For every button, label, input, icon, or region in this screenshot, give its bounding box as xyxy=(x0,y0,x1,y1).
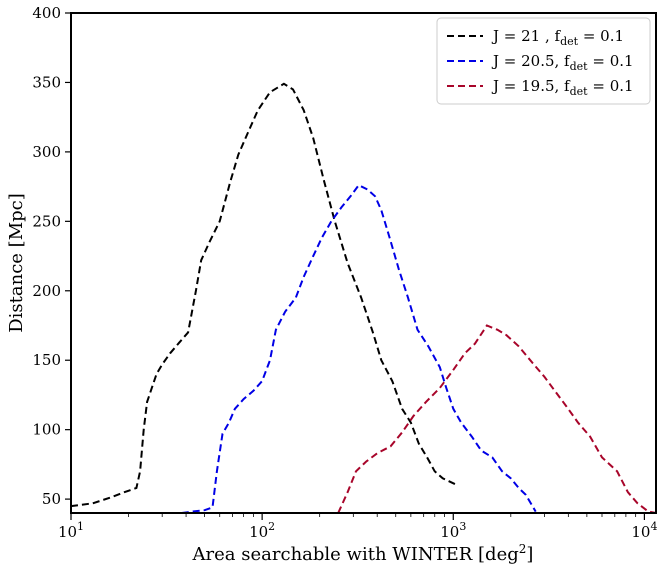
x-tick-label: 102 xyxy=(249,520,275,541)
y-tick-label: 100 xyxy=(32,421,61,439)
x-axis-title: Area searchable with WINTER [deg2] xyxy=(192,542,534,565)
legend-box xyxy=(436,17,651,105)
y-tick-label: 300 xyxy=(32,143,61,161)
legend-label: J = 21 , fdet = 0.1 xyxy=(491,27,624,48)
series-line-2 xyxy=(181,183,537,514)
x-tick-label: 104 xyxy=(631,520,657,541)
plot-frame xyxy=(70,12,657,514)
legend-label: J = 19.5, fdet = 0.1 xyxy=(491,77,634,98)
legend-label: J = 20.5, fdet = 0.1 xyxy=(491,52,634,73)
y-tick-label: 50 xyxy=(42,490,61,508)
x-tick-label: 103 xyxy=(440,520,466,541)
y-tick-label: 150 xyxy=(32,351,61,369)
y-tick-label: 400 xyxy=(32,4,61,22)
y-tick-label: 200 xyxy=(32,282,61,300)
y-tick-label: 250 xyxy=(32,212,61,230)
series-line-1 xyxy=(70,82,458,508)
legend: J = 21 , fdet = 0.1 J = 20.5, fdet = 0.1 J… xyxy=(436,17,651,105)
y-ticks: 50 100 150 200 250 300 350 400 xyxy=(32,4,71,508)
y-tick-label: 350 xyxy=(32,73,61,91)
series-line-3 xyxy=(337,324,657,514)
x-ticks: 101 102 103 104 xyxy=(58,513,657,541)
x-tick-label: 101 xyxy=(58,520,84,541)
plot-lines xyxy=(70,82,657,514)
y-axis-title: Distance [Mpc] xyxy=(6,193,27,333)
